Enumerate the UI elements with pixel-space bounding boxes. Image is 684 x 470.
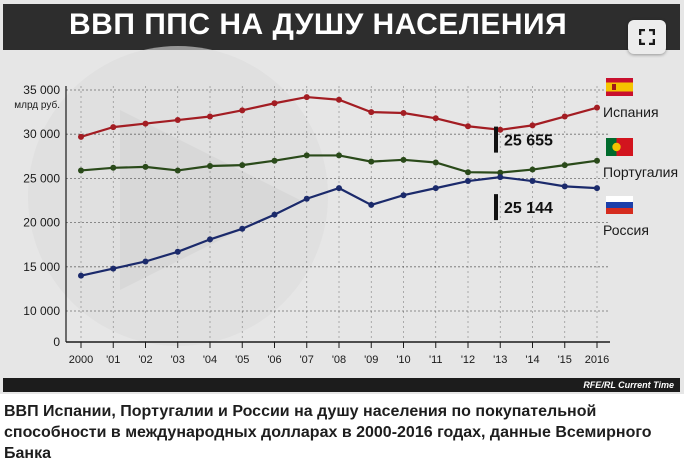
data-point — [174, 248, 181, 255]
x-tick-label: '03 — [171, 354, 185, 366]
data-point — [78, 133, 84, 140]
annotation-marker — [494, 126, 498, 153]
russia-flag-red — [606, 208, 633, 214]
data-point — [465, 178, 471, 185]
watermark-play-icon — [120, 110, 300, 290]
y-axis-unit-label: млрд руб. — [14, 99, 60, 111]
image-caption: ВВП Испании, Португалии и России на душу… — [4, 403, 652, 462]
data-point — [110, 164, 117, 171]
data-point — [336, 96, 342, 103]
data-point — [497, 169, 504, 176]
data-point — [561, 113, 568, 120]
x-tick-label: '02 — [138, 354, 152, 366]
title-bar: ВВП ППС НА ДУШУ НАСЕЛЕНИЯ — [3, 4, 680, 50]
data-point — [368, 158, 375, 165]
russia-flag-blue — [606, 202, 633, 208]
data-point — [239, 162, 246, 169]
y-tick-label: 30 000 — [23, 127, 60, 141]
annotation-marker — [494, 194, 498, 221]
data-point — [594, 185, 600, 192]
data-point — [432, 159, 439, 166]
data-point — [207, 163, 213, 170]
y-tick-label: 20 000 — [23, 216, 60, 230]
data-point — [174, 167, 181, 174]
data-point — [303, 94, 310, 101]
x-tick-label: '13 — [493, 354, 507, 366]
spain-flag-emblem — [612, 84, 616, 90]
x-tick-label: '09 — [364, 354, 378, 366]
legend-label: Испания — [603, 104, 659, 120]
data-point — [529, 166, 536, 173]
data-point — [561, 162, 568, 169]
gdp-line-chart: 0 10 000 15 000 20 000 25 000 30 000 35 000 млр… — [14, 78, 679, 366]
data-point — [174, 117, 181, 124]
portugal-flag-emblem — [612, 142, 621, 152]
data-point — [529, 122, 536, 129]
source-credit: RFE/RL Current Time — [583, 380, 674, 390]
chart-title: ВВП ППС НА ДУШУ НАСЕЛЕНИЯ — [69, 8, 568, 41]
data-point — [78, 167, 84, 174]
data-point — [110, 265, 117, 272]
expand-icon — [639, 29, 655, 45]
data-point — [561, 183, 568, 190]
annotation-value: 25 655 — [504, 133, 553, 150]
data-point — [368, 201, 375, 208]
annotation-value: 25 144 — [504, 200, 553, 217]
legend-label: Россия — [603, 222, 649, 238]
y-tick-label: 15 000 — [23, 260, 60, 274]
data-point — [142, 258, 149, 265]
data-point — [497, 126, 504, 133]
data-point — [529, 178, 536, 185]
data-point — [271, 157, 278, 164]
data-point — [78, 272, 84, 279]
data-point — [110, 124, 117, 131]
data-point — [497, 174, 504, 181]
data-point — [368, 109, 375, 116]
spain-flag-band — [606, 82, 633, 92]
data-point — [336, 152, 342, 159]
x-tick-label: '06 — [267, 354, 281, 366]
y-tick-label: 0 — [53, 335, 60, 349]
data-point — [465, 123, 471, 130]
data-point — [594, 104, 600, 111]
data-point — [239, 107, 246, 114]
data-point — [303, 195, 310, 202]
data-point — [400, 109, 407, 116]
data-point — [271, 211, 278, 218]
x-tick-label: '10 — [396, 354, 410, 366]
x-tick-label: '14 — [525, 354, 539, 366]
credit-bar: RFE/RL Current Time — [3, 378, 680, 392]
data-point — [271, 100, 278, 107]
data-point — [142, 163, 149, 170]
data-point — [400, 192, 407, 199]
data-point — [303, 152, 310, 159]
data-point — [336, 185, 342, 192]
y-tick-label: 25 000 — [23, 171, 60, 185]
x-tick-label: '12 — [461, 354, 475, 366]
x-tick-label: '04 — [203, 354, 217, 366]
data-point — [432, 115, 439, 122]
x-tick-label: '11 — [429, 354, 443, 366]
x-tick-label: 2016 — [585, 354, 609, 366]
data-point — [239, 225, 246, 232]
y-tick-label: 35 000 — [23, 83, 60, 97]
data-point — [142, 120, 149, 127]
data-point — [207, 236, 213, 243]
y-tick-label: 10 000 — [23, 304, 60, 318]
portugal-flag-green — [606, 138, 617, 156]
x-tick-label: '05 — [235, 354, 249, 366]
russia-flag-icon — [606, 196, 633, 202]
data-point — [207, 113, 213, 120]
data-point — [594, 157, 600, 164]
data-point — [432, 185, 439, 192]
x-tick-label: '01 — [106, 354, 120, 366]
data-point — [465, 169, 471, 176]
x-tick-label: '08 — [332, 354, 346, 366]
x-tick-label: 2000 — [69, 354, 93, 366]
x-tick-label: '15 — [558, 354, 572, 366]
x-tick-label: '07 — [300, 354, 314, 366]
expand-button[interactable] — [628, 20, 666, 54]
data-point — [400, 156, 407, 163]
legend-label: Португалия — [603, 164, 678, 180]
